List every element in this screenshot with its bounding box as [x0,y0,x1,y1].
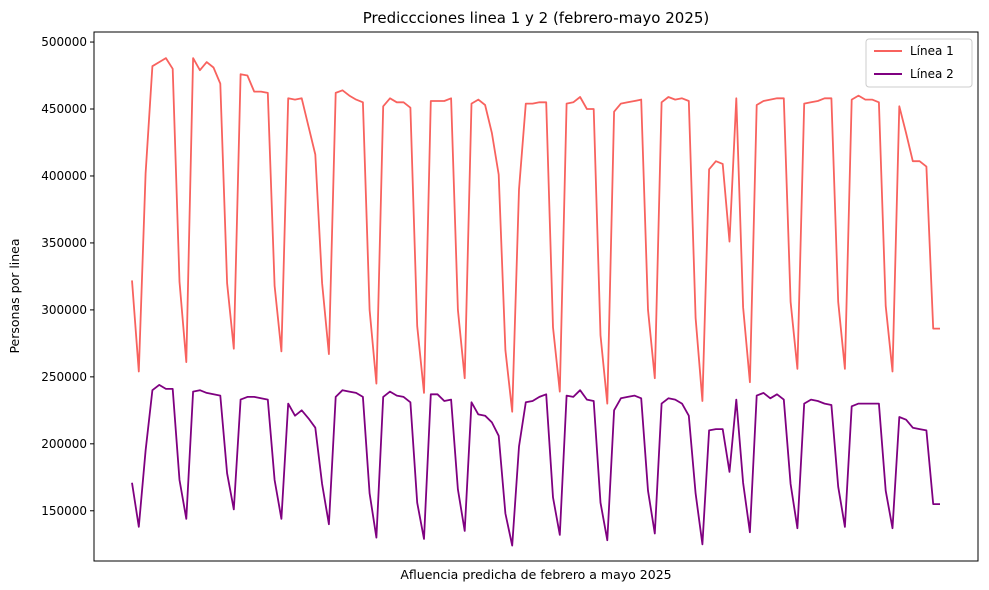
legend-label-linea-2: Línea 2 [910,67,954,81]
y-tick-label: 400000 [41,169,87,183]
y-tick-label: 450000 [41,102,87,116]
legend-label-linea-1: Línea 1 [910,44,954,58]
legend: Línea 1 Línea 2 [865,38,973,88]
y-tick-label: 350000 [41,236,87,250]
y-tick-label: 250000 [41,370,87,384]
x-axis-label: Afluencia predicha de febrero a mayo 202… [400,567,671,582]
series-line-2 [131,383,940,547]
chart-title: Prediccciones linea 1 y 2 (febrero-mayo … [363,9,710,27]
y-tick-label: 150000 [41,504,87,518]
y-tick-label: 300000 [41,303,87,317]
y-axis-label: Personas por linea [7,238,22,353]
y-tick-label: 500000 [41,35,87,49]
series-layer [131,57,940,547]
series-line-1 [131,57,940,413]
y-axis-ticks: 150000 200000 250000 300000 350000 400000 4500… [41,35,94,518]
y-tick-label: 200000 [41,437,87,451]
plot-frame [93,31,979,562]
